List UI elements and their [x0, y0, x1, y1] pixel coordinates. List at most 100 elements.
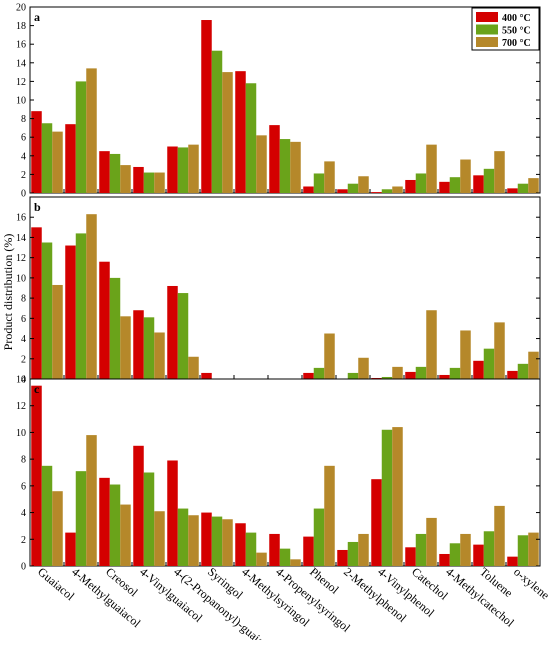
bar-a-2-8 [324, 161, 335, 193]
bar-b-1-13 [483, 348, 495, 379]
bar-a-1-10 [381, 189, 393, 193]
bar-c-1-0 [41, 465, 53, 566]
bar-c-0-12 [439, 553, 450, 566]
bar-a-2-6 [256, 135, 267, 193]
bar-a-1-3 [143, 172, 155, 193]
category-label: o-xylene [511, 565, 550, 603]
bar-c-2-1 [86, 435, 97, 566]
bar-a-0-13 [473, 175, 484, 193]
bar-a-0-12 [439, 181, 450, 193]
bar-a-0-5 [201, 20, 212, 193]
legend-label: 700 °C [502, 38, 531, 49]
bar-c-0-13 [473, 544, 484, 566]
y-tick-label: 10 [16, 428, 26, 439]
bar-a-0-3 [133, 166, 144, 193]
bar-a-0-8 [303, 186, 314, 193]
y-tick-label: 8 [21, 294, 26, 305]
bar-b-2-10 [392, 366, 403, 379]
legend-swatch [476, 12, 498, 22]
bar-b-1-14 [517, 363, 529, 379]
bar-c-0-4 [167, 460, 178, 566]
y-tick-label: 10 [16, 96, 26, 107]
bar-c-2-6 [256, 552, 267, 566]
bar-b-2-14 [528, 351, 539, 379]
bar-c-2-11 [426, 517, 437, 566]
bar-a-0-6 [235, 71, 246, 193]
bar-c-2-8 [324, 465, 335, 566]
legend-swatch [476, 24, 498, 35]
bar-b-1-2 [109, 277, 121, 379]
y-tick-label: 16 [16, 213, 26, 224]
bar-c-1-4 [177, 508, 189, 566]
bar-c-0-5 [201, 512, 212, 566]
bar-c-1-1 [75, 471, 87, 566]
y-tick-label: 6 [21, 133, 26, 144]
bar-a-1-11 [415, 173, 427, 193]
bar-b-1-1 [75, 233, 87, 379]
bar-b-1-4 [177, 293, 189, 379]
bar-a-2-4 [188, 144, 199, 193]
y-tick-label: 14 [16, 375, 26, 386]
bar-b-2-11 [426, 310, 437, 379]
bar-b-1-3 [143, 317, 155, 379]
bar-a-0-2 [99, 151, 110, 193]
bar-c-0-9 [337, 549, 348, 566]
bar-b-2-4 [188, 356, 199, 379]
bar-c-2-5 [222, 519, 233, 566]
bar-a-0-1 [65, 124, 76, 193]
bar-c-0-3 [133, 445, 144, 566]
bar-c-1-11 [415, 533, 427, 566]
bar-c-0-1 [65, 532, 76, 566]
bar-a-1-8 [313, 173, 325, 193]
y-tick-label: 0 [21, 375, 26, 386]
bar-b-2-1 [86, 214, 97, 379]
bar-b-2-3 [154, 332, 165, 379]
y-tick-label: 0 [21, 189, 26, 200]
bar-a-2-0 [52, 131, 63, 193]
y-axis-label: Product distribution (%) [1, 234, 15, 351]
y-tick-label: 8 [21, 114, 26, 125]
bar-a-2-12 [460, 159, 471, 193]
bar-a-2-14 [528, 178, 539, 193]
bar-c-2-9 [358, 533, 369, 566]
bar-a-1-4 [177, 147, 189, 193]
bar-b-2-12 [460, 330, 471, 379]
bar-a-0-11 [405, 179, 416, 193]
bar-c-0-14 [507, 556, 518, 566]
bar-a-2-11 [426, 144, 437, 193]
bar-a-2-10 [392, 186, 403, 193]
bar-c-2-14 [528, 532, 539, 566]
bar-b-1-9 [347, 372, 359, 379]
bar-a-2-3 [154, 172, 165, 193]
bar-a-0-4 [167, 146, 178, 193]
bar-b-1-12 [449, 367, 461, 379]
legend-swatch [476, 37, 498, 47]
bar-c-2-0 [52, 491, 63, 566]
bar-a-1-14 [517, 183, 529, 193]
bar-a-0-9 [337, 189, 348, 193]
bar-c-0-2 [99, 477, 110, 566]
y-tick-label: 0 [21, 562, 26, 573]
y-tick-label: 4 [21, 508, 26, 519]
bar-b-0-0 [31, 227, 42, 379]
bar-a-2-5 [222, 72, 233, 193]
bar-a-1-5 [211, 50, 223, 194]
bar-b-1-0 [41, 242, 53, 379]
bar-a-1-6 [245, 83, 257, 193]
bar-b-0-1 [65, 245, 76, 379]
bar-c-0-0 [31, 385, 42, 566]
panel-a: 0 2 4 6 8 10 12 14 16 18 20 a [16, 3, 541, 200]
bar-a-2-1 [86, 68, 97, 193]
bar-b-0-14 [507, 370, 518, 379]
bar-b-2-2 [120, 316, 131, 379]
bar-a-0-7 [269, 125, 280, 193]
bar-c-1-13 [483, 531, 495, 566]
bar-c-0-7 [269, 533, 280, 566]
bar-a-1-7 [279, 139, 291, 193]
y-tick-label: 6 [21, 314, 26, 325]
bar-b-0-10 [371, 377, 382, 379]
bar-a-2-2 [120, 165, 131, 193]
